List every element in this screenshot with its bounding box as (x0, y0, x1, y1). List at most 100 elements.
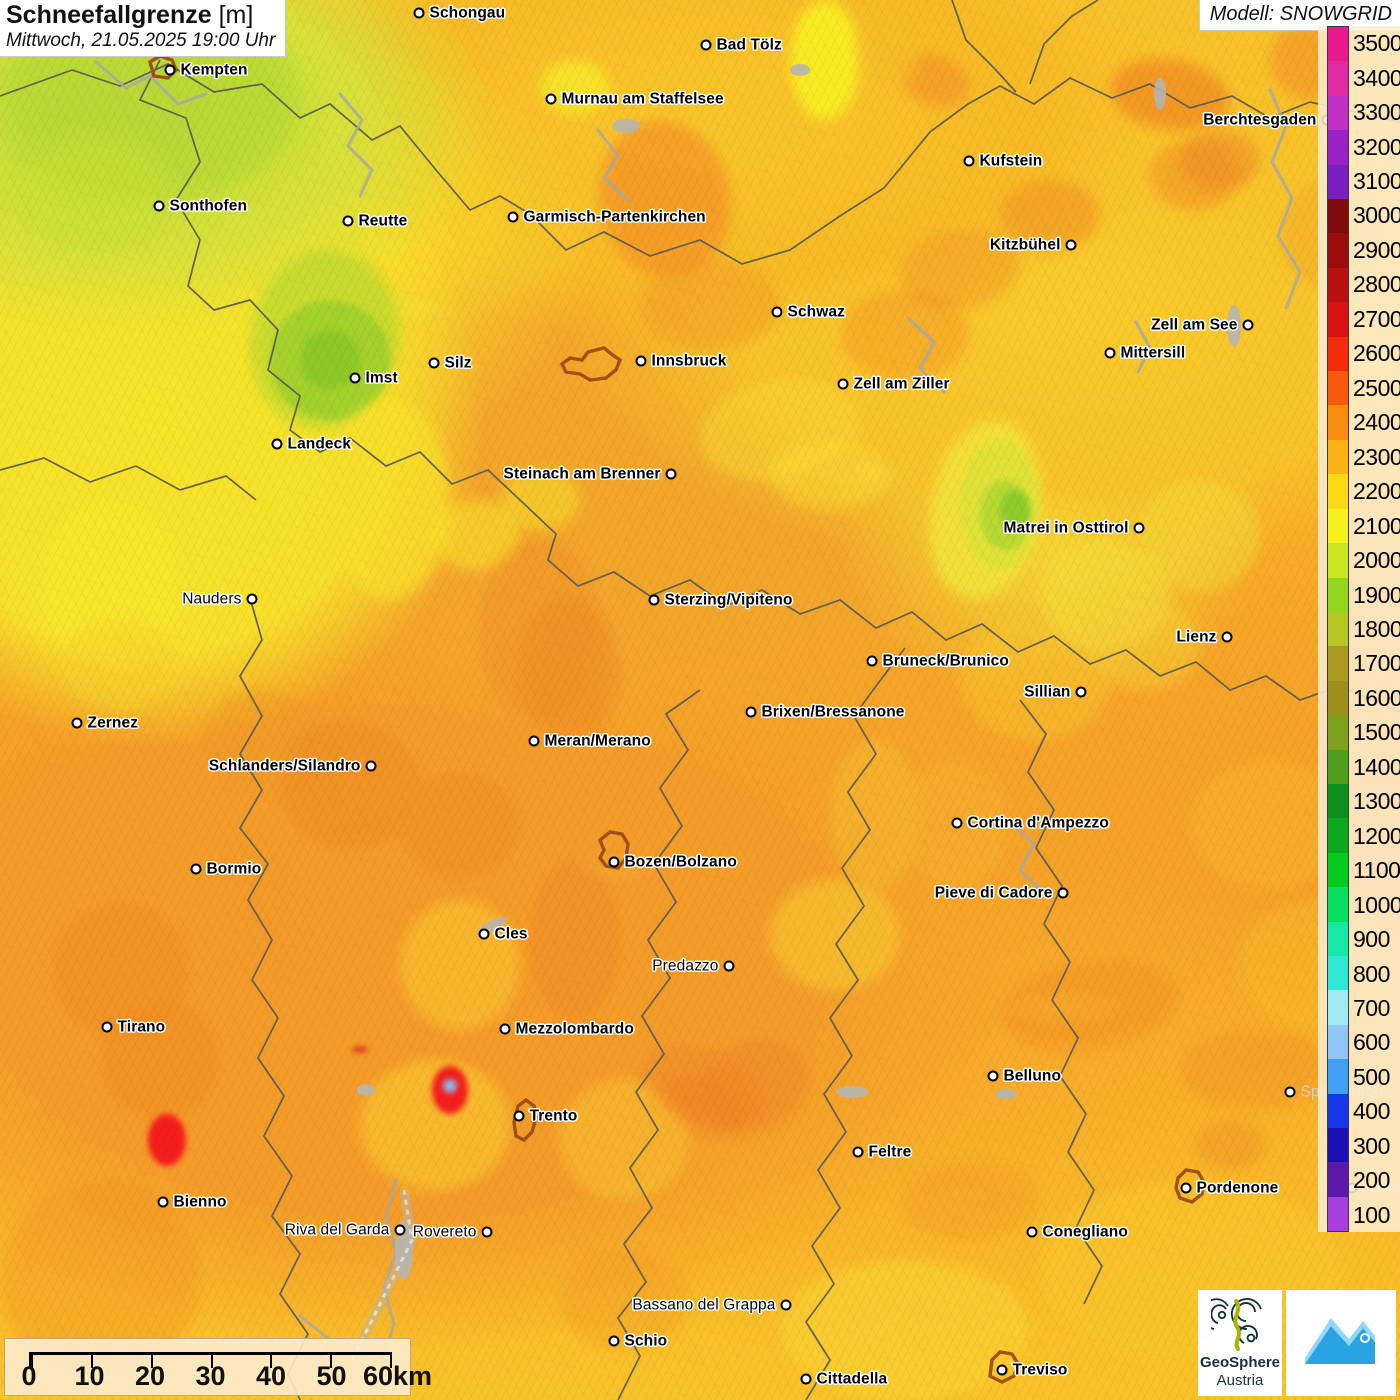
city-marker[interactable]: Meran/Merano (528, 732, 651, 749)
legend-swatch (1328, 1196, 1348, 1232)
city-dot-icon (271, 438, 283, 450)
city-dot-icon (648, 594, 660, 606)
city-dot-icon (71, 717, 83, 729)
legend-tick: 2500 (1353, 374, 1400, 401)
city-marker[interactable]: Steinach am Brenner (504, 465, 677, 482)
city-marker[interactable]: Matrei in Osttirol (1004, 519, 1145, 536)
city-label: Imst (365, 369, 398, 386)
city-marker[interactable]: Kempten (164, 61, 247, 78)
city-marker[interactable]: Schio (608, 1332, 667, 1349)
title-unit: [m] (218, 1, 254, 29)
city-marker[interactable]: Imst (349, 369, 398, 386)
city-marker[interactable]: Bad Tölz (700, 36, 782, 53)
city-marker[interactable]: Kitzbühel (990, 236, 1077, 253)
city-marker[interactable]: Mittersill (1104, 344, 1185, 361)
legend-tick: 700 (1353, 995, 1390, 1021)
city-marker[interactable]: Brixen/Bressanone (745, 703, 904, 720)
city-marker[interactable]: Bozen/Bolzano (608, 853, 737, 870)
city-marker[interactable]: Schlanders/Silandro (209, 757, 377, 774)
value-patch (530, 860, 620, 1020)
city-marker[interactable]: Sillian (1024, 683, 1087, 700)
city-label: Meran/Merano (544, 732, 651, 749)
value-patch (480, 540, 600, 720)
logo-row: GeoSphere Austria (1198, 1290, 1396, 1396)
city-marker[interactable]: Murnau am Staffelsee (545, 90, 724, 107)
scale-bar: 0 10 20 30 40 50 60km (4, 1338, 432, 1396)
city-marker[interactable]: Riva del Garda (285, 1221, 406, 1238)
city-marker[interactable]: Kufstein (963, 152, 1042, 169)
city-marker[interactable]: Bienno (157, 1193, 227, 1210)
city-label: Predazzo (652, 957, 719, 974)
city-dot-icon (507, 211, 519, 223)
value-patch (60, 620, 180, 710)
city-marker[interactable]: Cles (478, 925, 528, 942)
legend-swatch (1328, 474, 1348, 509)
city-marker[interactable]: Bruneck/Brunico (866, 652, 1009, 669)
city-dot-icon (1133, 522, 1145, 534)
city-marker[interactable]: Pordenone (1180, 1179, 1278, 1196)
geosphere-mark-icon (1211, 1298, 1262, 1351)
city-label: Bad Tölz (716, 36, 782, 53)
legend-swatch (1328, 95, 1348, 131)
city-marker[interactable]: Landeck (271, 435, 351, 452)
city-label: Bormio (206, 860, 262, 877)
city-marker[interactable]: Pieve di Cadore (935, 884, 1069, 901)
city-marker[interactable]: Silz (428, 354, 472, 371)
city-dot-icon (963, 155, 975, 167)
city-label: Bozen/Bolzano (624, 853, 737, 870)
value-patch (1150, 140, 1240, 210)
value-patch (50, 900, 190, 1040)
legend-swatch (1328, 439, 1348, 475)
city-marker[interactable]: Bassano del Grappa (632, 1296, 792, 1313)
city-marker[interactable]: Schwaz (771, 303, 845, 320)
city-marker[interactable]: Zernez (71, 714, 138, 731)
city-marker[interactable]: Bormio (190, 860, 261, 877)
city-marker[interactable]: Schongau (413, 4, 505, 21)
value-patch (1000, 490, 1030, 530)
city-marker[interactable]: Mezzolombardo (499, 1020, 634, 1037)
city-marker[interactable]: Trento (513, 1107, 577, 1124)
city-marker[interactable]: Cittadella (800, 1370, 887, 1387)
city-marker[interactable]: Garmisch-Partenkirchen (507, 208, 706, 225)
city-marker[interactable]: Treviso (996, 1361, 1067, 1378)
city-marker[interactable]: Nauders (182, 590, 258, 607)
legend-tick: 3500 (1353, 30, 1400, 57)
city-label: Tirano (117, 1018, 166, 1035)
legend-tick: 1100 (1353, 857, 1400, 884)
city-marker[interactable]: Rovereto (413, 1223, 493, 1240)
legend-tick: 1300 (1353, 788, 1400, 815)
city-marker[interactable]: Predazzo (652, 957, 735, 974)
city-marker[interactable]: Sterzing/Vipiteno (648, 591, 792, 608)
city-marker[interactable]: Zell am Ziller (837, 375, 950, 392)
city-marker[interactable]: Sonthofen (153, 197, 247, 214)
city-marker[interactable]: Zell am See (1151, 316, 1254, 333)
city-label: Bienno (173, 1193, 227, 1210)
geosphere-austria-logo[interactable]: GeoSphere Austria (1198, 1290, 1282, 1396)
legend-tick: 400 (1353, 1098, 1390, 1125)
city-dot-icon (478, 928, 490, 940)
legend-tick: 100 (1353, 1201, 1390, 1228)
city-marker[interactable]: Spilimbergo (1284, 1083, 1383, 1100)
value-patch (1090, 600, 1200, 690)
value-patch (770, 440, 890, 510)
city-label: Garmisch-Partenkirchen (523, 208, 706, 225)
city-marker[interactable]: Belluno (987, 1067, 1061, 1084)
color-legend[interactable]: 3500 3400 3300 3200 3100 3000 2900 2800 2700 2600… (1318, 26, 1400, 1232)
snowgrid-logo[interactable] (1286, 1290, 1396, 1396)
city-marker[interactable]: Conegliano (1026, 1223, 1128, 1240)
value-patch (770, 880, 900, 990)
legend-swatch (1328, 1093, 1348, 1128)
city-marker[interactable]: Reutte (342, 212, 407, 229)
scale-label: 60km (362, 1361, 433, 1391)
city-marker[interactable]: Cortina d'Ampezzo (951, 814, 1109, 831)
legend-swatch (1328, 887, 1348, 922)
city-marker[interactable]: Tirano (101, 1018, 165, 1035)
city-label: Treviso (1012, 1361, 1068, 1378)
city-marker[interactable]: Feltre (852, 1143, 911, 1160)
city-marker[interactable]: Innsbruck (635, 352, 726, 369)
city-label: Reutte (358, 212, 408, 229)
city-marker[interactable]: Lienz (1176, 628, 1233, 645)
